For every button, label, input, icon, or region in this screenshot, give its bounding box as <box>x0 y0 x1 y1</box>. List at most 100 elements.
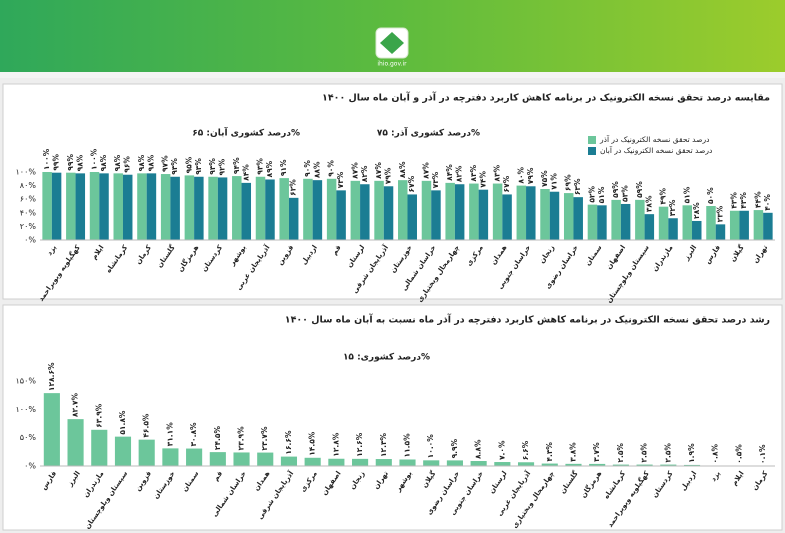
bar <box>636 464 653 466</box>
value-label: ۲۴.۵% <box>213 426 222 451</box>
value-label: ۴۹% <box>659 188 668 205</box>
bar <box>763 212 773 240</box>
bar <box>67 419 84 466</box>
value-label: ۸۸% <box>398 161 407 178</box>
bar <box>312 180 323 240</box>
bar <box>265 179 275 240</box>
value-label: ۳۱.۱% <box>165 422 174 447</box>
value-label: ۵۱% <box>597 186 606 203</box>
logo-mark <box>380 32 404 54</box>
bar <box>383 186 394 240</box>
value-label: ۷۹% <box>384 167 393 184</box>
bar <box>113 173 123 240</box>
value-label: ۲.۵% <box>616 443 625 463</box>
bar <box>360 184 370 240</box>
bar <box>66 172 76 240</box>
value-label: ۹۳% <box>208 158 217 175</box>
bar <box>660 464 677 466</box>
bar <box>635 199 645 240</box>
bar <box>668 218 678 240</box>
value-label: ۲.۵% <box>663 443 672 463</box>
bar <box>186 448 203 466</box>
bar <box>114 436 132 466</box>
value-label: ۸۷% <box>421 162 430 179</box>
bar <box>644 214 655 240</box>
panel <box>2 304 783 531</box>
bar <box>162 448 179 466</box>
value-label: ۵۱.۸% <box>118 410 127 435</box>
bar <box>288 197 299 240</box>
bar <box>492 183 503 240</box>
value-label: ۸۲% <box>455 165 464 182</box>
value-label: ۱۴.۵% <box>308 431 317 456</box>
value-label: ۷۴% <box>478 171 487 188</box>
y-tick-label: ۰% <box>24 236 36 245</box>
value-label: ۹۹% <box>66 154 75 171</box>
value-label: ۲۸% <box>692 202 701 219</box>
bar <box>563 193 574 240</box>
bar <box>445 182 455 240</box>
value-label: ۹.۹% <box>450 438 459 458</box>
value-label: ۸۹% <box>265 160 274 177</box>
bar <box>446 460 463 466</box>
value-label: ۲۳.۹% <box>237 426 246 451</box>
bar <box>398 180 408 240</box>
value-label: ۸۳% <box>469 164 478 181</box>
bar <box>122 174 133 240</box>
bar <box>516 185 527 240</box>
value-label: ۷۳% <box>336 171 345 188</box>
bar <box>470 461 487 466</box>
bar <box>469 183 479 240</box>
value-label: ۷۱% <box>550 173 559 190</box>
bar <box>454 184 465 240</box>
bar <box>587 204 598 240</box>
annotation: درصد کشوری: ۱۵% <box>343 353 430 363</box>
bar <box>431 190 441 240</box>
bar <box>328 458 345 466</box>
bar <box>715 224 726 240</box>
value-label: ۱۲۸.۶% <box>47 362 56 391</box>
legend-label: درصد تحقق نسخه الکترونیک در آذر <box>599 134 709 144</box>
bar <box>137 173 147 240</box>
bar <box>170 176 180 240</box>
value-label: ۶۳.۹% <box>94 403 103 428</box>
site-name: ihio.gov.ir <box>377 61 407 68</box>
value-label: ۵۳% <box>621 185 630 202</box>
value-label: ۹۸% <box>75 154 84 171</box>
value-label: ۹۶% <box>123 156 132 173</box>
bar <box>279 178 289 240</box>
value-label: ۹۲% <box>218 158 227 175</box>
value-label: ۳.۷% <box>592 442 601 462</box>
bar <box>326 178 337 240</box>
bar <box>620 203 631 240</box>
value-label: ۵۱% <box>682 186 691 203</box>
bar <box>160 174 171 240</box>
bar <box>494 462 511 466</box>
value-label: ۶۲% <box>289 179 298 196</box>
value-label: ۰.۱% <box>758 444 767 464</box>
value-label: ۴۳% <box>730 192 739 209</box>
value-label: ۹۱% <box>279 159 288 176</box>
bar <box>399 459 416 466</box>
value-label: ۲۳% <box>715 205 724 222</box>
value-label: ۹۸% <box>137 154 146 171</box>
bar <box>280 456 298 466</box>
value-label: ۶.۶% <box>521 440 530 460</box>
value-label: ۷۹% <box>526 167 535 184</box>
bar <box>692 220 702 240</box>
bar <box>541 463 558 466</box>
y-tick-label: ۱۰۰% <box>16 405 37 414</box>
bar <box>304 457 321 466</box>
bar <box>706 206 716 240</box>
value-label: ۸۴% <box>445 164 454 181</box>
bar <box>146 173 157 240</box>
bar <box>421 180 432 240</box>
value-label: ۶۳% <box>573 178 582 195</box>
bar <box>407 194 417 240</box>
bar <box>423 460 440 466</box>
value-label: ۷۳% <box>431 171 440 188</box>
bar <box>352 458 369 466</box>
value-label: ۱.۹% <box>687 443 696 463</box>
value-label: ۴۴% <box>753 191 762 208</box>
